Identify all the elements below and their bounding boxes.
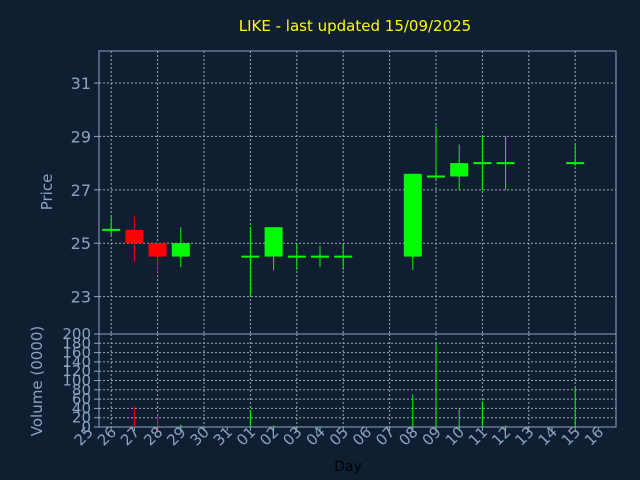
price-tick-label: 23 <box>71 288 91 307</box>
candle-body <box>403 173 422 257</box>
volume-tick-label: 0 <box>81 418 91 436</box>
candle-body <box>148 243 167 257</box>
volume-tick-label: 180 <box>62 334 91 352</box>
price-grid <box>99 51 616 334</box>
candle-26 <box>102 216 121 236</box>
candle-body <box>125 229 144 244</box>
candle-02 <box>264 227 283 270</box>
candle-29 <box>171 227 190 268</box>
candle-11 <box>473 136 492 190</box>
candles <box>102 125 585 297</box>
volume-tick-label: 120 <box>62 362 91 380</box>
volume-tick-label: 20 <box>72 409 91 427</box>
volume-tick-label: 40 <box>72 399 91 417</box>
volume-tick-label: 200 <box>62 325 91 343</box>
volume-tick-label: 140 <box>62 353 91 371</box>
price-tick-label: 27 <box>71 181 91 200</box>
price-panel: 23 25 27 29 31 Price <box>38 50 617 335</box>
candle-27 <box>125 216 144 262</box>
price-axis-label: Price <box>38 174 56 211</box>
candle-15 <box>566 144 585 166</box>
candle-12 <box>496 136 515 190</box>
candle-01 <box>241 227 260 297</box>
volume-tick-label: 60 <box>72 390 91 408</box>
candle-10 <box>450 144 469 190</box>
candle-body <box>264 227 283 257</box>
candle-body <box>171 243 190 257</box>
price-tick-label: 29 <box>71 127 91 146</box>
candle-04 <box>311 245 329 268</box>
price-tick-label: 31 <box>71 74 91 93</box>
candle-28 <box>148 243 167 273</box>
price-tick-label: 25 <box>71 234 91 253</box>
price-y-ticks: 23 25 27 29 31 <box>71 74 99 307</box>
volume-tick-label: 160 <box>62 344 91 362</box>
volume-axis-label: Volume (0000) <box>28 326 46 436</box>
candle-body <box>450 163 469 177</box>
volume-bars <box>110 343 576 427</box>
candle-09 <box>427 125 445 180</box>
chart-title: LIKE - last updated 15/09/2025 <box>239 17 471 35</box>
volume-tick-label: 80 <box>72 381 91 399</box>
x-axis-label: Day <box>334 459 362 475</box>
candle-08 <box>403 173 422 270</box>
candle-05 <box>334 243 353 270</box>
candle-03 <box>287 243 306 270</box>
volume-tick-label: 100 <box>62 372 91 390</box>
x-ticks: 2526272829303101020304050607080910111213… <box>71 423 608 449</box>
